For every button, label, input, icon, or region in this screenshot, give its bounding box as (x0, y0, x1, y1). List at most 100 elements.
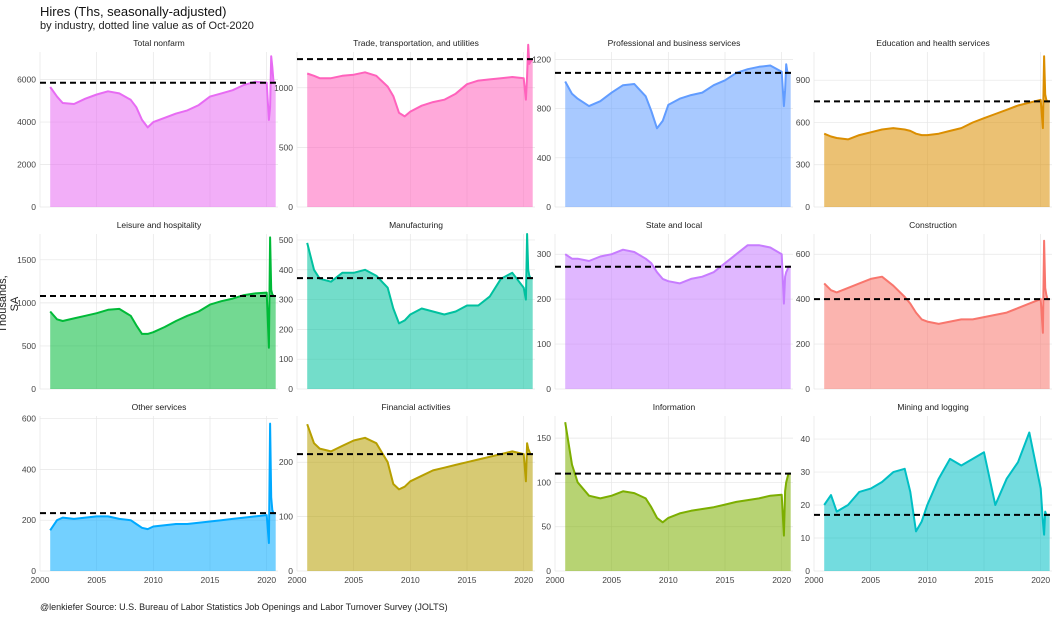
y-tick-label: 400 (279, 265, 293, 275)
y-tick-label: 0 (31, 202, 36, 212)
y-tick-label: 150 (537, 433, 551, 443)
y-tick-label: 2000 (17, 160, 36, 170)
panel-title: Trade, transportation, and utilities (353, 38, 479, 48)
panel-title: Leisure and hospitality (117, 220, 202, 230)
x-tick-label: 2015 (458, 575, 477, 585)
chart-title: Hires (Ths, seasonally-adjusted) (40, 4, 227, 19)
panel-title: Professional and business services (608, 38, 741, 48)
x-tick-label: 2005 (602, 575, 621, 585)
series-area (50, 237, 276, 389)
panel-title: Financial activities (382, 402, 451, 412)
series-line (49, 422, 276, 544)
series-line (49, 55, 277, 129)
panel-title: Education and health services (876, 38, 989, 48)
y-tick-label: 900 (796, 75, 810, 85)
x-tick-label: 2000 (288, 575, 307, 585)
y-tick-label: 0 (805, 566, 810, 576)
x-tick-label: 2020 (772, 575, 791, 585)
x-tick-label: 2005 (861, 575, 880, 585)
series-area (824, 432, 1050, 571)
y-tick-label: 100 (537, 477, 551, 487)
x-tick-label: 2015 (975, 575, 994, 585)
y-tick-label: 500 (279, 142, 293, 152)
y-tick-label: 200 (22, 515, 36, 525)
series-area (50, 423, 276, 571)
panel-title: State and local (646, 220, 702, 230)
panel-title: Mining and logging (897, 402, 969, 412)
y-tick-label: 200 (279, 457, 293, 467)
panel-title: Other services (132, 402, 187, 412)
y-tick-label: 40 (801, 434, 811, 444)
y-tick-label: 200 (537, 294, 551, 304)
y-tick-label: 300 (796, 160, 810, 170)
chart-subtitle: by industry, dotted line value as of Oct… (40, 20, 254, 32)
series-area (50, 56, 276, 208)
x-tick-label: 2020 (257, 575, 276, 585)
x-tick-label: 2000 (805, 575, 824, 585)
series-line (306, 423, 533, 491)
y-tick-label: 500 (22, 341, 36, 351)
series-area (565, 245, 791, 389)
y-tick-label: 300 (279, 295, 293, 305)
y-tick-label: 20 (801, 500, 811, 510)
y-tick-label: 0 (288, 566, 293, 576)
x-tick-label: 2000 (546, 575, 565, 585)
y-tick-label: 600 (796, 249, 810, 259)
y-tick-label: 0 (288, 202, 293, 212)
y-tick-label: 0 (546, 384, 551, 394)
y-tick-label: 600 (796, 117, 810, 127)
y-tick-label: 100 (537, 339, 551, 349)
series-line (564, 422, 791, 537)
series-line (564, 244, 791, 305)
series-area (824, 240, 1050, 389)
x-tick-label: 2015 (716, 575, 735, 585)
panel-title: Total nonfarm (133, 38, 185, 48)
y-tick-label: 0 (546, 566, 551, 576)
y-tick-label: 30 (801, 467, 811, 477)
series-area (307, 44, 533, 207)
x-tick-label: 2010 (401, 575, 420, 585)
x-tick-label: 2005 (87, 575, 106, 585)
y-tick-label: 4000 (17, 117, 36, 127)
y-tick-label: 1000 (274, 83, 293, 93)
y-tick-label: 0 (31, 566, 36, 576)
x-tick-label: 2000 (31, 575, 50, 585)
source-caption: @lenkiefer Source: U.S. Bureau of Labor … (40, 602, 448, 612)
y-tick-label: 800 (537, 104, 551, 114)
x-tick-label: 2010 (659, 575, 678, 585)
y-tick-label: 1000 (17, 298, 36, 308)
x-tick-label: 2020 (1031, 575, 1050, 585)
y-tick-label: 100 (279, 354, 293, 364)
x-tick-label: 2020 (514, 575, 533, 585)
y-tick-label: 1200 (532, 54, 551, 64)
series-area (307, 234, 533, 389)
y-tick-label: 6000 (17, 75, 36, 85)
series-line (49, 236, 276, 349)
y-tick-label: 1500 (17, 255, 36, 265)
series-line (823, 55, 1050, 141)
series-area (565, 64, 791, 207)
panel-title: Information (653, 402, 696, 412)
y-tick-label: 10 (801, 533, 811, 543)
y-tick-label: 200 (796, 339, 810, 349)
series-line (823, 431, 1050, 536)
y-tick-label: 0 (31, 384, 36, 394)
series-line (306, 233, 533, 325)
y-tick-label: 0 (805, 384, 810, 394)
y-tick-label: 200 (279, 324, 293, 334)
y-tick-label: 400 (22, 464, 36, 474)
y-tick-label: 0 (288, 384, 293, 394)
series-line (306, 43, 534, 118)
series-line (823, 239, 1050, 334)
y-tick-label: 0 (546, 202, 551, 212)
y-tick-label: 0 (805, 202, 810, 212)
x-tick-label: 2015 (201, 575, 220, 585)
y-tick-label: 100 (279, 512, 293, 522)
series-area (565, 422, 791, 571)
y-tick-label: 600 (22, 414, 36, 424)
series-line (564, 63, 791, 130)
x-tick-label: 2010 (918, 575, 937, 585)
panel-title: Construction (909, 220, 957, 230)
series-area (824, 56, 1050, 208)
